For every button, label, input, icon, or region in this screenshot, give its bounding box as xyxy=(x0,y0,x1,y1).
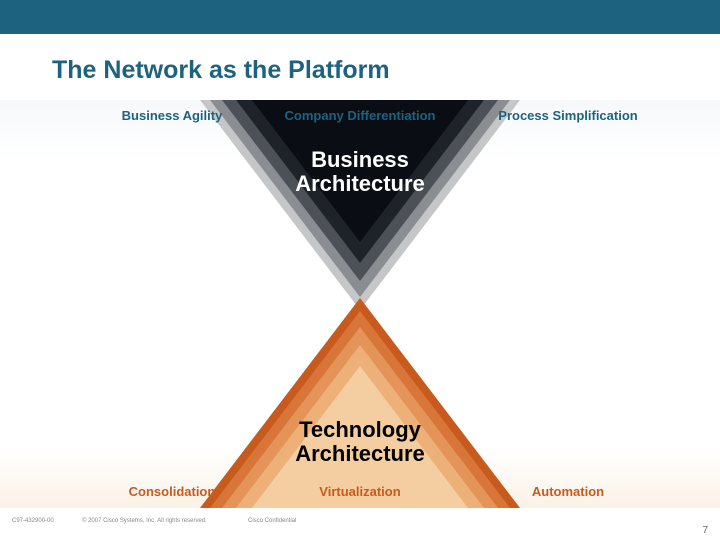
upper-col-mid: Company Differentiation xyxy=(260,108,460,123)
page-number: 7 xyxy=(702,525,708,536)
arch-line1: Business xyxy=(311,147,409,172)
top-bar xyxy=(0,0,720,34)
copyright: © 2007 Cisco Systems, Inc. All rights re… xyxy=(82,518,207,524)
upper-col-right: Process Simplification xyxy=(468,108,668,123)
footer: C97-432900-00 © 2007 Cisco Systems, Inc.… xyxy=(0,518,720,534)
slide: The Network as the Platform Business Agi… xyxy=(0,0,720,540)
upper-arch-label: Business Architecture xyxy=(210,148,510,196)
arch-line2: Architecture xyxy=(295,441,425,466)
arch-line1: Technology xyxy=(299,417,421,442)
lower-col-mid: Virtualization xyxy=(260,484,460,499)
arch-line2: Architecture xyxy=(295,171,425,196)
confidential: Cisco Confidential xyxy=(248,518,296,524)
doc-id: C97-432900-00 xyxy=(12,518,54,524)
lower-col-right: Automation xyxy=(468,484,668,499)
lower-arch-label: Technology Architecture xyxy=(210,418,510,466)
lower-col-left: Consolidation xyxy=(72,484,272,499)
upper-col-left: Business Agility xyxy=(72,108,272,123)
slide-title: The Network as the Platform xyxy=(52,56,390,85)
